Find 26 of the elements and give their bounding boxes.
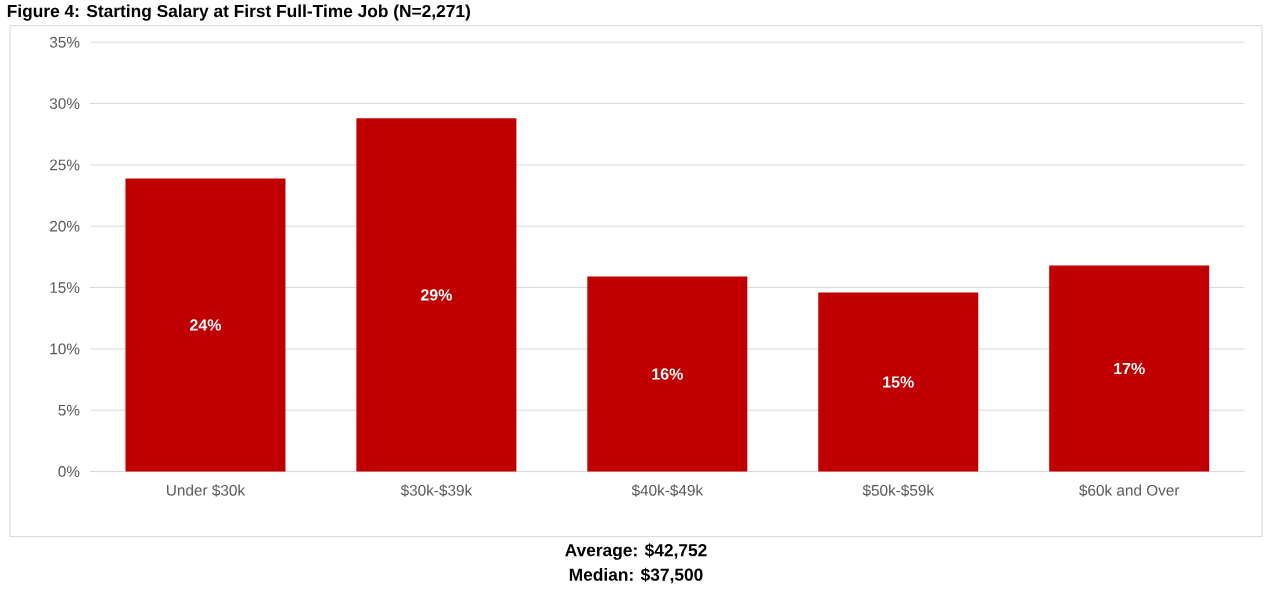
x-tick-label: $50k-$59k bbox=[862, 484, 935, 497]
data-label: 24% bbox=[190, 319, 222, 331]
y-tick-label: 20% bbox=[50, 221, 80, 232]
text: Average: $42,752 bbox=[565, 543, 707, 561]
y-tick-label: 15% bbox=[50, 282, 80, 294]
x-tick-label: Under $30k bbox=[167, 484, 246, 497]
data-label: 16% bbox=[652, 368, 683, 380]
data-label: 15% bbox=[883, 376, 914, 388]
data-label: 29% bbox=[420, 289, 452, 301]
y-tick-label: 10% bbox=[50, 343, 80, 355]
y-tick-label: 5% bbox=[58, 405, 80, 416]
chart-title: Figure 4: Starting Salary at First Full-Time Job (N=2,271) bbox=[7, 4, 470, 21]
x-tick-label: $60k and Over bbox=[1079, 484, 1180, 497]
text: Median: $37,500 bbox=[569, 568, 703, 584]
bar bbox=[1049, 265, 1210, 472]
bar bbox=[818, 292, 979, 472]
y-tick-label: 0% bbox=[58, 466, 80, 478]
bar bbox=[587, 276, 748, 472]
x-tick-label: $30k-$39k bbox=[400, 484, 473, 497]
y-tick-label: 30% bbox=[49, 98, 80, 110]
bar bbox=[125, 178, 286, 472]
bar bbox=[356, 118, 517, 472]
y-tick-label: 25% bbox=[50, 159, 80, 171]
data-label: 17% bbox=[1114, 363, 1145, 375]
x-tick-label: $40k-$49k bbox=[631, 484, 704, 497]
y-tick-label: 35% bbox=[49, 37, 80, 48]
